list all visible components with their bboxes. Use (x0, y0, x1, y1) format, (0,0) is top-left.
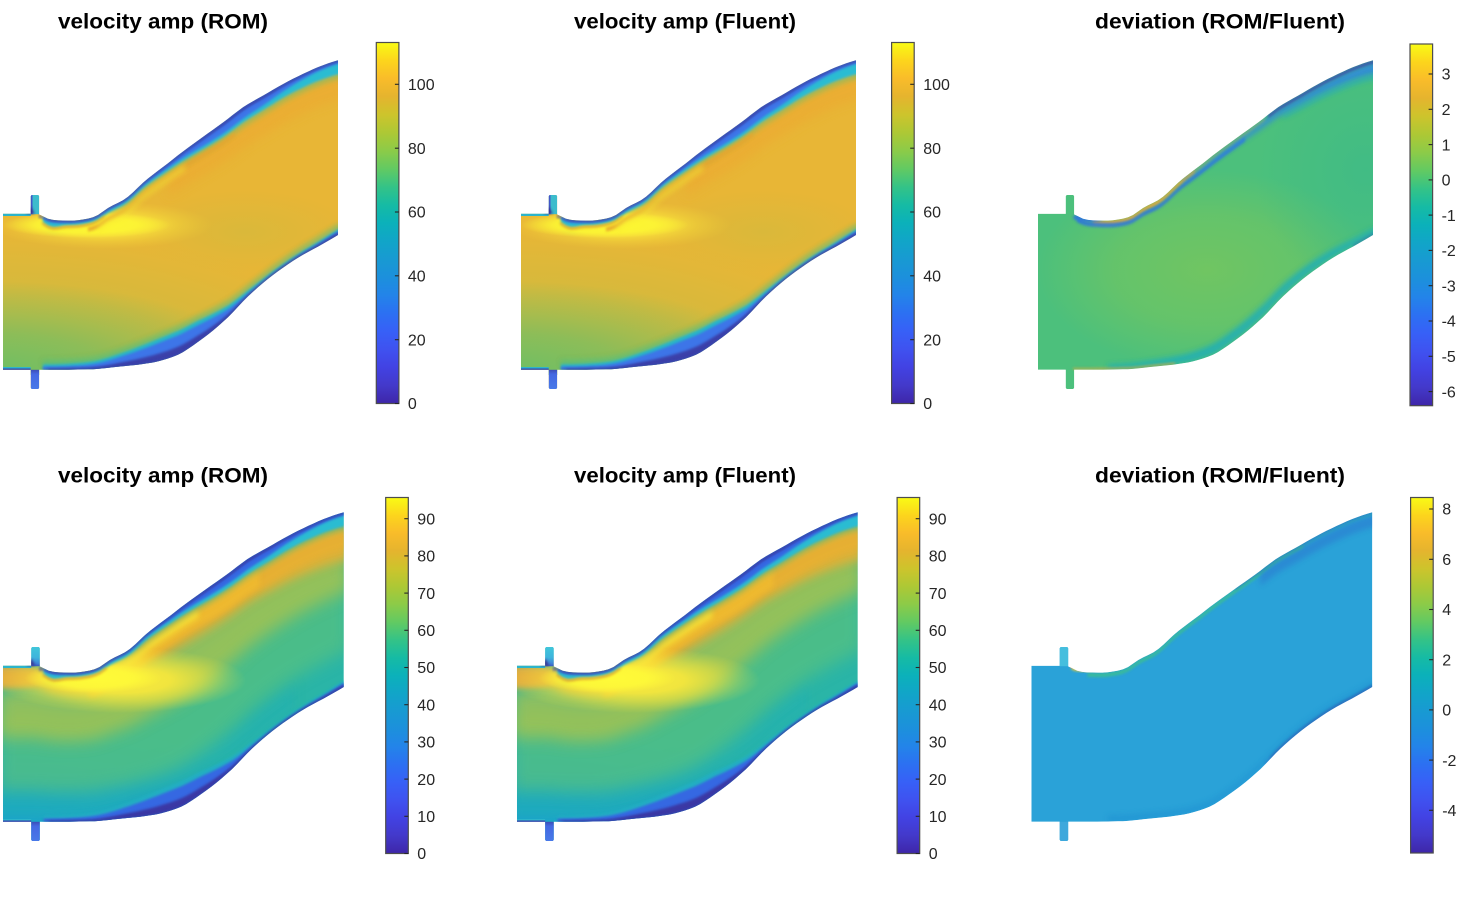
svg-text:velocity amp (Fluent): velocity amp (Fluent) (574, 10, 796, 34)
svg-text:-3: -3 (1442, 278, 1456, 295)
svg-text:70: 70 (417, 586, 435, 603)
svg-text:100: 100 (923, 77, 950, 94)
svg-text:30: 30 (929, 735, 947, 752)
svg-text:70: 70 (929, 586, 947, 603)
svg-text:0: 0 (1442, 173, 1451, 190)
svg-text:10: 10 (929, 809, 947, 826)
svg-text:velocity amp (ROM): velocity amp (ROM) (58, 10, 268, 34)
svg-text:3: 3 (1442, 67, 1451, 84)
svg-text:10: 10 (417, 809, 435, 826)
svg-text:40: 40 (417, 697, 435, 714)
svg-text:40: 40 (929, 697, 947, 714)
svg-text:velocity amp (ROM): velocity amp (ROM) (58, 464, 268, 488)
svg-text:60: 60 (923, 205, 941, 222)
svg-text:40: 40 (923, 269, 941, 286)
svg-text:0: 0 (923, 396, 932, 413)
svg-text:80: 80 (408, 141, 426, 158)
svg-text:40: 40 (408, 269, 426, 286)
svg-text:100: 100 (408, 77, 435, 94)
svg-text:-4: -4 (1442, 314, 1456, 331)
svg-text:4: 4 (1442, 602, 1451, 619)
svg-text:2: 2 (1442, 652, 1451, 669)
svg-text:20: 20 (929, 772, 947, 789)
svg-text:6: 6 (1442, 552, 1451, 569)
svg-text:80: 80 (929, 549, 947, 566)
svg-text:-2: -2 (1442, 243, 1456, 260)
svg-text:-1: -1 (1442, 208, 1456, 225)
svg-text:60: 60 (408, 205, 426, 222)
svg-text:20: 20 (417, 772, 435, 789)
svg-text:-5: -5 (1442, 349, 1456, 366)
svg-text:0: 0 (417, 846, 426, 863)
svg-text:80: 80 (417, 549, 435, 566)
svg-text:deviation (ROM/Fluent): deviation (ROM/Fluent) (1095, 10, 1345, 34)
svg-text:60: 60 (417, 623, 435, 640)
svg-text:-2: -2 (1442, 753, 1456, 770)
svg-text:90: 90 (929, 511, 947, 528)
svg-text:30: 30 (417, 735, 435, 752)
svg-text:velocity amp (Fluent): velocity amp (Fluent) (574, 464, 796, 488)
svg-text:deviation (ROM/Fluent): deviation (ROM/Fluent) (1095, 464, 1345, 488)
svg-text:60: 60 (929, 623, 947, 640)
svg-text:2: 2 (1442, 102, 1451, 119)
svg-text:8: 8 (1442, 502, 1451, 519)
svg-text:20: 20 (408, 332, 426, 349)
svg-text:80: 80 (923, 141, 941, 158)
svg-text:0: 0 (408, 396, 417, 413)
svg-text:-4: -4 (1442, 803, 1456, 820)
svg-text:1: 1 (1442, 137, 1451, 154)
svg-text:50: 50 (417, 660, 435, 677)
svg-text:20: 20 (923, 332, 941, 349)
svg-text:-6: -6 (1442, 384, 1456, 401)
svg-text:50: 50 (929, 660, 947, 677)
svg-text:0: 0 (929, 846, 938, 863)
svg-text:0: 0 (1442, 703, 1451, 720)
svg-text:90: 90 (417, 511, 435, 528)
